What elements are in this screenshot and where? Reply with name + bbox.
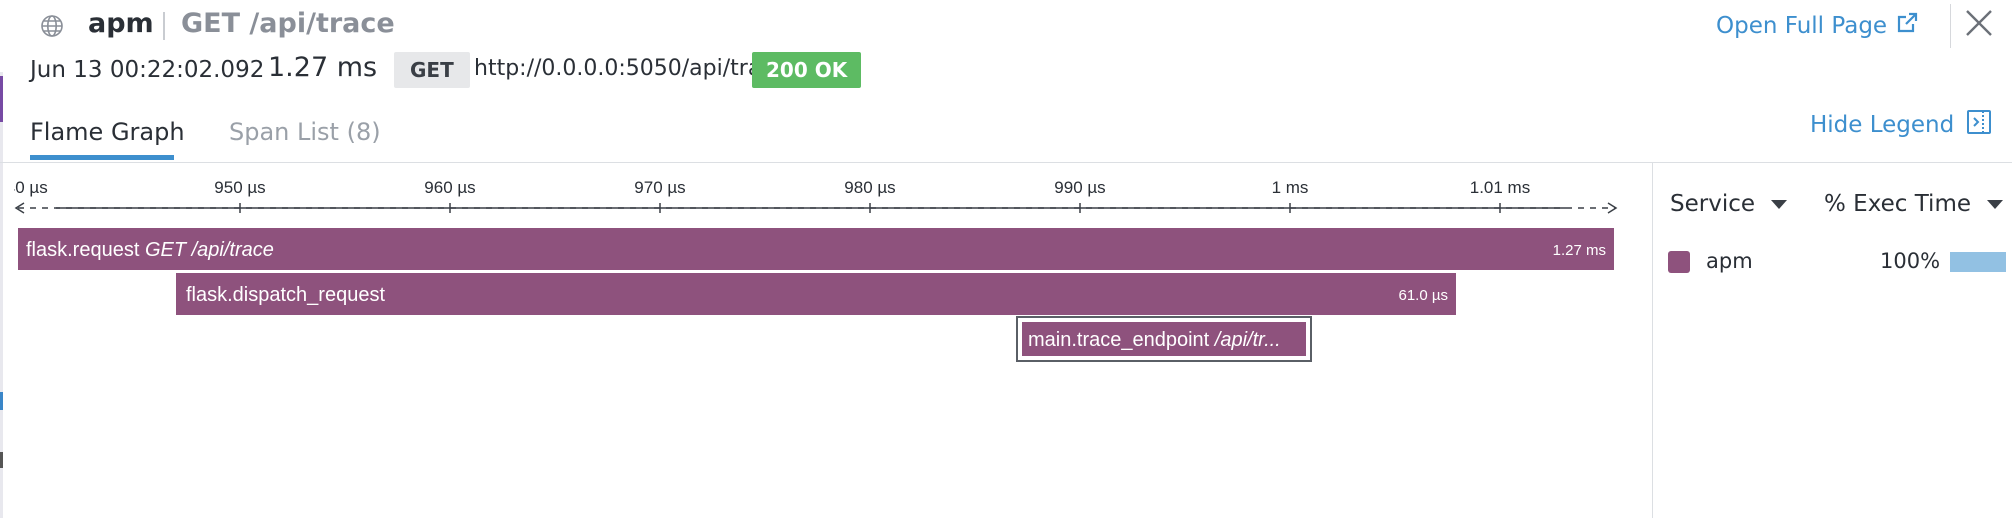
legend-group-by-dropdown[interactable]: Service bbox=[1670, 191, 1788, 217]
left-edge-accent bbox=[0, 72, 3, 518]
span-service-name: flask.dispatch_request bbox=[186, 284, 385, 306]
status-badge: 200 OK bbox=[752, 52, 862, 88]
request-url: http://0.0.0.0:5050/api/trace bbox=[474, 56, 787, 81]
legend-metric-label: % Exec Time bbox=[1824, 191, 1971, 217]
span-label: main.trace_endpoint /api/tr... bbox=[1028, 329, 1281, 351]
span-bar[interactable] bbox=[18, 228, 1614, 270]
axis-tick-label: 970 µs bbox=[634, 178, 685, 197]
http-method-badge: GET bbox=[394, 52, 470, 88]
span-label: flask.request GET /api/trace bbox=[26, 239, 274, 261]
span-resource-name: GET /api/trace bbox=[139, 239, 274, 261]
axis-tick-label: 1 ms bbox=[1272, 178, 1309, 197]
span-service-name: flask.request bbox=[26, 239, 140, 261]
close-divider bbox=[1950, 4, 1951, 48]
span-selection-outline bbox=[1016, 316, 1312, 362]
edge-marker bbox=[0, 452, 3, 468]
legend-exec-bar bbox=[1950, 252, 2006, 272]
flame-span[interactable]: flask.dispatch_request 61.0 µs bbox=[176, 273, 1456, 315]
time-axis: 940 µs 950 µs 960 µs 970 µs 980 µs 990 µs 1 ms… bbox=[0, 178, 1618, 214]
flame-span[interactable]: flask.request GET /api/trace 1.27 ms bbox=[18, 228, 1614, 270]
axis-tick-label: 960 µs bbox=[424, 178, 475, 197]
span-service-name: main.trace_endpoint bbox=[1028, 329, 1210, 351]
span-label: flask.dispatch_request bbox=[186, 284, 385, 306]
legend-service-name[interactable]: apm bbox=[1706, 249, 1753, 273]
axis-left-arrow bbox=[14, 202, 25, 214]
close-icon[interactable] bbox=[1964, 8, 1994, 38]
title-divider bbox=[163, 12, 165, 40]
tab-span-list[interactable]: Span List (8) bbox=[229, 118, 381, 146]
resource-title: GET /api/trace bbox=[181, 8, 395, 39]
axis-tick-label: 1.01 ms bbox=[1470, 178, 1530, 197]
open-full-page-link[interactable]: Open Full Page bbox=[1716, 11, 1919, 41]
span-bar[interactable] bbox=[1020, 320, 1308, 358]
span-selection-inner bbox=[1020, 320, 1308, 358]
service-title: apm bbox=[88, 8, 154, 39]
legend-metric-dropdown[interactable]: % Exec Time bbox=[1824, 191, 2003, 217]
axis-tick-label: 950 µs bbox=[214, 178, 265, 197]
axis-tick-label: 980 µs bbox=[844, 178, 895, 197]
open-full-page-label: Open Full Page bbox=[1716, 13, 1888, 39]
legend-group-by-label: Service bbox=[1670, 191, 1756, 217]
axis-right-arrow bbox=[1607, 202, 1618, 214]
hide-legend-button[interactable]: Hide Legend bbox=[1810, 109, 1992, 141]
edge-marker bbox=[0, 392, 3, 410]
flame-span[interactable]: main.trace_endpoint /api/tr... bbox=[1016, 316, 1312, 362]
axis-tick-label: 990 µs bbox=[1054, 178, 1105, 197]
legend-exec-percent: 100% bbox=[1880, 249, 1941, 273]
trace-timestamp: Jun 13 00:22:02.092 bbox=[30, 57, 265, 83]
span-duration-label: 1.27 ms bbox=[1553, 242, 1606, 259]
span-bar[interactable] bbox=[176, 273, 1456, 315]
span-resource-name: /api/tr... bbox=[1209, 329, 1281, 351]
edge-marker bbox=[0, 76, 3, 122]
external-link-icon bbox=[1895, 11, 1919, 41]
trace-duration: 1.27 ms bbox=[268, 52, 378, 83]
caret-down-icon bbox=[1771, 199, 1788, 209]
caret-down-icon bbox=[1987, 199, 2003, 209]
globe-icon bbox=[40, 14, 64, 38]
tab-flame-graph[interactable]: Flame Graph bbox=[30, 118, 185, 146]
collapse-panel-icon bbox=[1966, 109, 1992, 141]
axis-tick-label: 940 µs bbox=[0, 178, 48, 197]
hide-legend-label: Hide Legend bbox=[1810, 112, 1955, 138]
legend-divider bbox=[1652, 163, 1653, 518]
active-tab-indicator bbox=[30, 155, 174, 160]
flame-graph[interactable]: 940 µs 950 µs 960 µs 970 µs 980 µs 990 µs 1 ms… bbox=[0, 163, 1652, 518]
tabs-divider bbox=[0, 162, 2012, 163]
legend-color-swatch bbox=[1668, 251, 1690, 273]
span-duration-label: 61.0 µs bbox=[1398, 287, 1448, 304]
